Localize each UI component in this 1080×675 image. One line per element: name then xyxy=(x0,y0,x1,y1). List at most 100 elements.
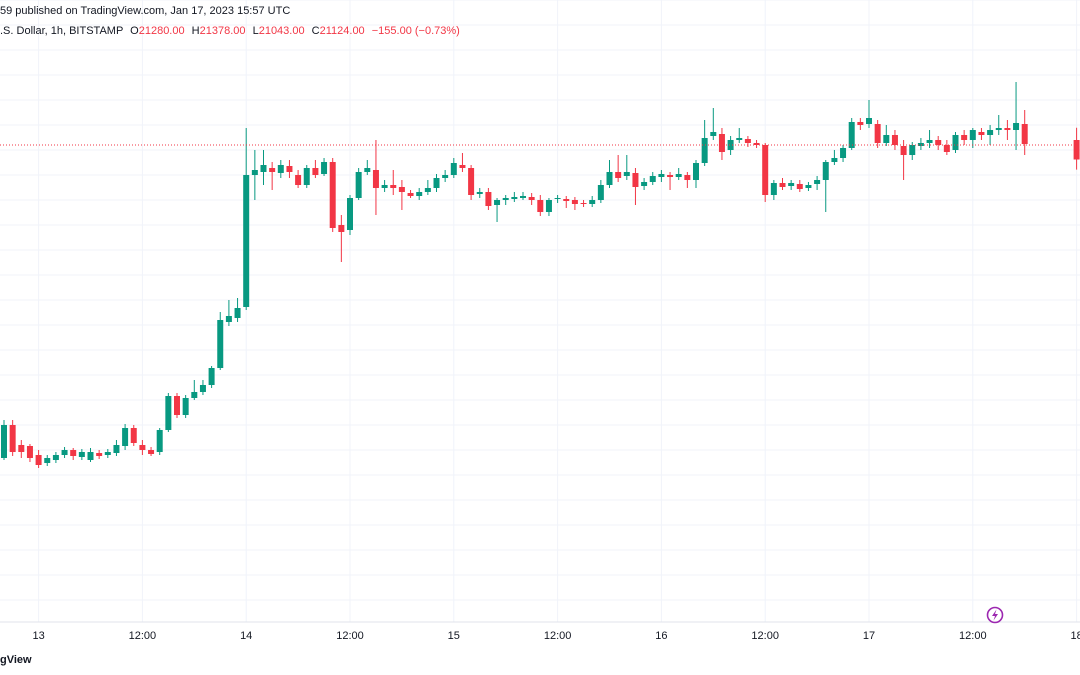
candle-body xyxy=(347,198,353,230)
candle-body xyxy=(909,145,916,155)
candle-body xyxy=(217,320,224,368)
candle-body xyxy=(1,425,7,458)
candle-body xyxy=(78,452,85,457)
ohlc-label: C xyxy=(311,25,320,37)
candle-body xyxy=(658,174,665,177)
x-tick-label: 12:00 xyxy=(544,630,572,642)
candle-body xyxy=(468,168,475,195)
candle-body xyxy=(822,162,829,180)
candle-body xyxy=(199,385,206,392)
candle-body xyxy=(520,196,526,198)
ohlc-value: 21124.00 xyxy=(319,25,365,37)
candle-body xyxy=(70,450,77,456)
candles xyxy=(0,82,1080,468)
candle-body xyxy=(251,170,258,175)
x-tick-label: 14 xyxy=(240,630,252,642)
candle-body xyxy=(744,139,751,143)
candle-body xyxy=(433,178,440,188)
candle-body xyxy=(122,428,129,446)
candle-body xyxy=(762,145,769,195)
candle-body xyxy=(537,200,544,212)
candle-body xyxy=(511,197,518,199)
x-tick-label: 12:00 xyxy=(129,630,157,642)
candle-body xyxy=(788,183,795,186)
candle-body xyxy=(329,162,336,228)
candle-body xyxy=(26,446,33,458)
candle-body xyxy=(995,128,1002,130)
candle-body xyxy=(321,162,328,174)
candle-body xyxy=(355,172,362,198)
candle-body xyxy=(442,175,449,178)
candle-body xyxy=(727,140,734,150)
candle-body xyxy=(1004,128,1011,130)
x-tick-label: 12:00 xyxy=(959,630,987,642)
candle-body xyxy=(857,122,864,125)
ohlc-value: 21043.00 xyxy=(258,25,305,37)
candle-body xyxy=(848,122,855,148)
candle-body xyxy=(502,198,509,200)
candle-body xyxy=(208,368,215,385)
candle-body xyxy=(969,130,976,140)
candle-body xyxy=(312,168,319,175)
candle-body xyxy=(139,445,146,450)
candle-body xyxy=(770,183,777,195)
candle-body xyxy=(615,172,622,178)
candle-body xyxy=(554,198,561,199)
x-tick-label: 18 xyxy=(1070,630,1080,642)
ohlc-label: H xyxy=(191,25,200,37)
candle-body xyxy=(174,396,180,415)
candle-body xyxy=(113,445,120,453)
candle-body xyxy=(9,425,16,452)
candle-body xyxy=(165,396,172,430)
candle-body xyxy=(779,183,786,187)
candle-body xyxy=(900,146,907,155)
candle-body xyxy=(528,197,535,200)
candle-body xyxy=(1013,123,1020,130)
candle-body xyxy=(632,173,639,187)
candle-body xyxy=(623,172,630,176)
candle-body xyxy=(416,192,423,196)
candle-body xyxy=(243,175,250,307)
x-tick-label: 15 xyxy=(448,630,460,642)
candle-body xyxy=(269,168,276,172)
candle-body xyxy=(1021,124,1028,144)
candle-body xyxy=(684,175,691,180)
candle-body xyxy=(606,172,613,185)
ohlc-value: 21378.00 xyxy=(199,25,246,37)
candle-body xyxy=(104,452,111,455)
candle-body xyxy=(935,140,942,145)
candle-body xyxy=(234,308,241,318)
candle-body xyxy=(693,163,699,180)
candle-body xyxy=(18,445,25,452)
candle-body xyxy=(866,118,872,124)
candle-body xyxy=(364,168,371,172)
candle-body xyxy=(891,135,898,145)
x-tick-label: 13 xyxy=(32,630,44,642)
candle-body xyxy=(831,158,838,162)
x-tick-label: 17 xyxy=(863,630,875,642)
ohlc-value: 21280.00 xyxy=(138,25,185,37)
candle-body xyxy=(641,182,648,186)
x-tick-label: 16 xyxy=(655,630,667,642)
candle-body xyxy=(476,192,483,194)
ohlc-label: L xyxy=(252,25,259,37)
candle-body xyxy=(407,193,414,196)
candle-body xyxy=(338,225,345,232)
candle-body xyxy=(286,166,293,172)
candle-body xyxy=(675,174,682,177)
candle-body xyxy=(182,398,189,415)
x-tick-label: 12:00 xyxy=(751,630,779,642)
candle-body xyxy=(667,175,674,177)
published-line: 59 published on TradingView.com, Jan 17,… xyxy=(0,5,291,17)
candle-body xyxy=(987,130,994,135)
change: −155.00 (−0.73%) xyxy=(371,25,460,37)
candle-body xyxy=(156,430,163,452)
candle-body xyxy=(44,458,51,463)
candle-body xyxy=(130,428,137,443)
candle-body xyxy=(926,140,933,143)
candle-body xyxy=(978,132,985,135)
symbol: .S. Dollar, 1h, BITSTAMP xyxy=(0,25,124,37)
candle-body xyxy=(61,450,68,455)
candle-body xyxy=(718,134,725,152)
